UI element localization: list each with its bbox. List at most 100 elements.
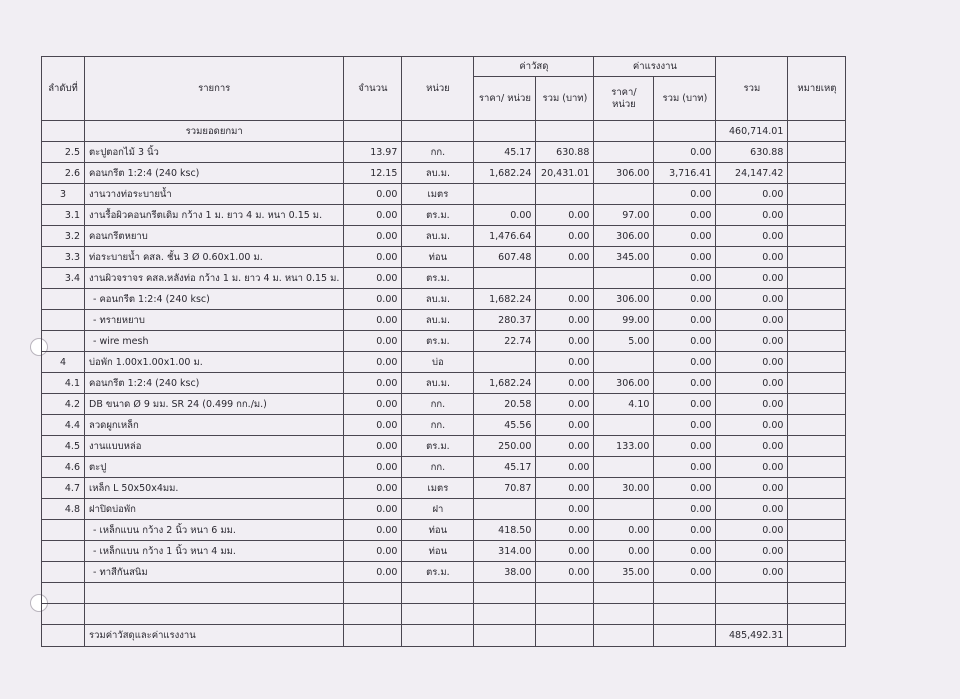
- row-material-total: 0.00: [535, 519, 595, 541]
- row-material-price: 1,682.24: [473, 162, 537, 184]
- table-row: [41, 603, 847, 625]
- row-item: งานแบบหล่อ: [83, 435, 345, 457]
- row-number: 3: [41, 183, 85, 205]
- row-total: 0.00: [715, 204, 789, 226]
- row-labor-price: [593, 498, 655, 520]
- header-item: รายการ: [83, 56, 345, 121]
- header-qty: จำนวน: [343, 56, 403, 121]
- row-material-price: 1,682.24: [473, 288, 537, 310]
- row-quantity: 0.00: [343, 309, 403, 331]
- row-total: 0.00: [715, 435, 789, 457]
- row-labor-total: 0.00: [653, 414, 717, 436]
- row-labor-total: 0.00: [653, 204, 717, 226]
- row-number: 2.6: [41, 162, 85, 184]
- row-remark: [787, 288, 847, 310]
- row-labor-price: 0.00: [593, 519, 655, 541]
- row-labor-price: 5.00: [593, 330, 655, 352]
- header-sum: รวม: [715, 56, 789, 121]
- row-labor-total: 0.00: [653, 330, 717, 352]
- row-remark: [787, 561, 847, 583]
- table-row: 4.8 ฝาปิดบ่อพัก 0.00 ฝา 0.00 0.00 0.00: [41, 498, 847, 520]
- row-quantity: 0.00: [343, 477, 403, 499]
- table-row: 3.3 ท่อระบายน้ำ คสล. ชั้น 3 Ø 0.60x1.00 ม…: [41, 246, 847, 268]
- row-labor-price: 99.00: [593, 309, 655, 331]
- header-labor: ค่าแรงงาน: [593, 56, 717, 77]
- row-unit: [401, 603, 475, 625]
- row-unit: กก.: [401, 393, 475, 415]
- table-row: 3.2 คอนกรีตหยาบ 0.00 ลบ.ม. 1,476.64 0.00 306.0…: [41, 225, 847, 247]
- row-material-total: 0.00: [535, 456, 595, 478]
- row-number: [41, 603, 85, 625]
- row-material-price: 45.56: [473, 414, 537, 436]
- row-total: 0.00: [715, 330, 789, 352]
- row-labor-total: 0.00: [653, 246, 717, 268]
- row-material-total: 0.00: [535, 393, 595, 415]
- row-remark: [787, 603, 847, 625]
- row-material-total: 0.00: [535, 351, 595, 373]
- row-material-total: 0.00: [535, 309, 595, 331]
- row-material-price: 1,476.64: [473, 225, 537, 247]
- table-row: 3 งานวางท่อระบายน้ำ 0.00 เมตร 0.00 0.00: [41, 183, 847, 205]
- row-number: 4: [41, 351, 85, 373]
- row-total: 0.00: [715, 288, 789, 310]
- row-item: ตะปู: [83, 456, 345, 478]
- row-labor-price: [593, 582, 655, 604]
- row-labor-total: [653, 120, 717, 142]
- table-row: - ทรายหยาบ 0.00 ลบ.ม. 280.37 0.00 99.00 0.00 0.…: [41, 309, 847, 331]
- row-labor-total: 0.00: [653, 561, 717, 583]
- row-material-price: 70.87: [473, 477, 537, 499]
- row-remark: [787, 225, 847, 247]
- row-labor-price: 0.00: [593, 540, 655, 562]
- row-unit: ลบ.ม.: [401, 309, 475, 331]
- row-number: 4.5: [41, 435, 85, 457]
- row-labor-total: 3,716.41: [653, 162, 717, 184]
- row-quantity: 0.00: [343, 561, 403, 583]
- row-total: 0.00: [715, 414, 789, 436]
- row-labor-total: 0.00: [653, 351, 717, 373]
- row-item: - เหล็กแบน กว้าง 1 นิ้ว หนา 4 มม.: [83, 540, 345, 562]
- table-row: 4.6 ตะปู 0.00 กก. 45.17 0.00 0.00 0.00: [41, 456, 847, 478]
- row-labor-price: 133.00: [593, 435, 655, 457]
- row-labor-price: [593, 141, 655, 163]
- row-material-price: 314.00: [473, 540, 537, 562]
- row-material-price: 418.50: [473, 519, 537, 541]
- row-total: [715, 603, 789, 625]
- row-material-price: [473, 603, 537, 625]
- row-material-total: 0.00: [535, 288, 595, 310]
- table-row: - เหล็กแบน กว้าง 2 นิ้ว หนา 6 มม. 0.00 ท่อ…: [41, 519, 847, 541]
- row-labor-total: 0.00: [653, 435, 717, 457]
- row-number: 4.7: [41, 477, 85, 499]
- row-total: 0.00: [715, 267, 789, 289]
- row-total: 0.00: [715, 561, 789, 583]
- table-row: รวมยอดยกมา 460,714.01: [41, 120, 847, 142]
- row-remark: [787, 351, 847, 373]
- row-material-total: 0.00: [535, 540, 595, 562]
- row-remark: [787, 141, 847, 163]
- row-remark: [787, 456, 847, 478]
- row-total: 460,714.01: [715, 120, 789, 142]
- row-number: 4.1: [41, 372, 85, 394]
- row-material-total: 0.00: [535, 225, 595, 247]
- row-item: คอนกรีตหยาบ: [83, 225, 345, 247]
- row-labor-total: 0.00: [653, 183, 717, 205]
- row-remark: [787, 435, 847, 457]
- row-total: 0.00: [715, 309, 789, 331]
- table-row: 4.5 งานแบบหล่อ 0.00 ตร.ม. 250.00 0.00 133.00 0.…: [41, 435, 847, 457]
- row-quantity: [343, 603, 403, 625]
- row-remark: [787, 582, 847, 604]
- row-total: 0.00: [715, 372, 789, 394]
- header-material-total: รวม (บาท): [535, 76, 595, 121]
- row-remark: [787, 162, 847, 184]
- row-material-total: [535, 183, 595, 205]
- row-quantity: 0.00: [343, 183, 403, 205]
- row-total: 0.00: [715, 456, 789, 478]
- row-item: งานรื้อผิวคอนกรีตเดิม กว้าง 1 ม. ยาว 4 ม…: [83, 204, 345, 226]
- row-labor-price: 97.00: [593, 204, 655, 226]
- row-quantity: 0.00: [343, 351, 403, 373]
- row-material-price: 20.58: [473, 393, 537, 415]
- row-total: 0.00: [715, 477, 789, 499]
- row-total: 630.88: [715, 141, 789, 163]
- row-total: 0.00: [715, 519, 789, 541]
- row-unit: ลบ.ม.: [401, 162, 475, 184]
- row-labor-total: 0.00: [653, 267, 717, 289]
